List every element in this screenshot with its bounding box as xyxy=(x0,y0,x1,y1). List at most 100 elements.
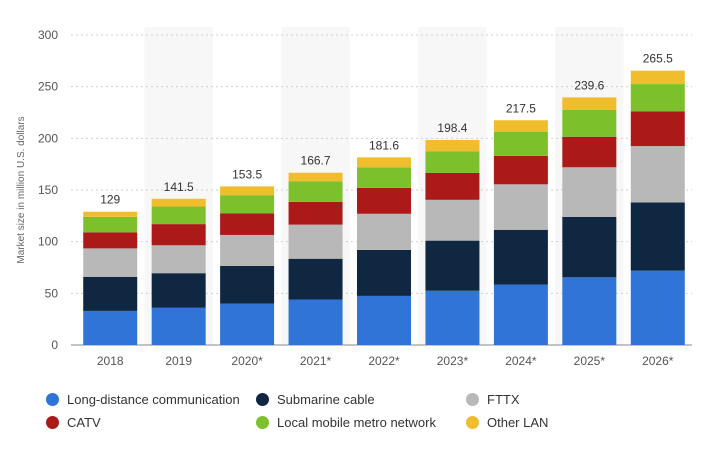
total-label: 129 xyxy=(100,193,120,207)
bar-segment xyxy=(151,224,206,246)
legend-swatch xyxy=(256,393,269,406)
bar-segment xyxy=(425,139,480,152)
bar-segment xyxy=(630,146,685,203)
y-tick-label: 300 xyxy=(38,28,58,42)
bar-segment xyxy=(357,213,411,250)
x-tick-label: 2022* xyxy=(368,354,400,368)
bar-segment xyxy=(630,202,685,271)
total-label: 153.5 xyxy=(232,167,262,181)
bar-segment xyxy=(562,97,617,110)
legend-label: Long-distance communication xyxy=(67,392,240,407)
y-tick-label: 200 xyxy=(38,131,58,145)
bar-segment xyxy=(562,109,617,137)
legend-label: Other LAN xyxy=(487,415,549,430)
bar-segment xyxy=(151,273,206,308)
x-tick-label: 2019 xyxy=(165,354,192,368)
legend-item[interactable]: CATV xyxy=(46,415,101,430)
bar-segment xyxy=(630,70,685,85)
x-tick-label: 2024* xyxy=(505,354,537,368)
x-tick-label: 2025* xyxy=(574,354,606,368)
bar-segment xyxy=(493,120,548,132)
bar-segment xyxy=(562,167,617,217)
total-label: 265.5 xyxy=(643,52,673,66)
legend-item[interactable]: Long-distance communication xyxy=(46,392,240,407)
bar-segment xyxy=(357,167,411,188)
legend-item[interactable]: Other LAN xyxy=(466,415,548,430)
bar-segment xyxy=(83,216,138,233)
total-label: 198.4 xyxy=(437,121,467,135)
bar-segment xyxy=(151,245,206,274)
stacked-bar-chart: 0 50 100 150 200 250 300 Market size in million… xyxy=(16,27,692,368)
legend-label: Submarine cable xyxy=(277,392,375,407)
bar-segment xyxy=(562,216,617,278)
bar-segment xyxy=(493,284,548,345)
bar-segment xyxy=(493,155,548,185)
bar-segment xyxy=(493,229,548,285)
legend-swatch xyxy=(46,393,59,406)
legend-swatch xyxy=(256,416,269,429)
bar-segment xyxy=(425,290,480,345)
legend-label: Local mobile metro network xyxy=(277,415,436,430)
legend-item[interactable]: Local mobile metro network xyxy=(256,415,436,430)
x-tick-label: 2026* xyxy=(642,354,674,368)
bar-segment xyxy=(83,276,138,311)
bar-segment xyxy=(288,258,343,300)
total-label: 166.7 xyxy=(301,154,331,168)
y-tick-label: 150 xyxy=(38,183,58,197)
bar-segment xyxy=(288,299,343,345)
legend-swatch xyxy=(46,416,59,429)
legend-swatch xyxy=(466,393,479,406)
x-tick-label: 2023* xyxy=(437,354,469,368)
legend-label: FTTX xyxy=(487,392,520,407)
bar-segment xyxy=(493,131,548,156)
bar-segment xyxy=(220,303,275,345)
bar-segment xyxy=(151,206,206,225)
bar-segment xyxy=(357,187,411,214)
bar-segment xyxy=(357,249,411,296)
total-label: 239.6 xyxy=(574,78,604,92)
legend-swatch xyxy=(466,416,479,429)
y-tick-label: 0 xyxy=(51,338,58,352)
bar-segment xyxy=(425,199,480,241)
x-tick-label: 2020* xyxy=(231,354,263,368)
y-tick-label: 50 xyxy=(45,286,59,300)
bar-segment xyxy=(493,184,548,230)
bar-segment xyxy=(630,84,685,112)
bar-segment xyxy=(288,201,343,225)
bar-segment xyxy=(288,224,343,259)
total-label: 217.5 xyxy=(506,101,536,115)
bar-segment xyxy=(562,277,617,345)
bar-segment xyxy=(83,232,138,249)
x-tick-label: 2021* xyxy=(300,354,332,368)
y-tick-label: 100 xyxy=(38,235,58,249)
bar-segment xyxy=(83,310,138,345)
bar-segment xyxy=(220,213,275,235)
bar-segment xyxy=(83,248,138,277)
bar-segment xyxy=(357,295,411,345)
bar-segment xyxy=(151,307,206,345)
bar-segment xyxy=(425,172,480,200)
bar-segment xyxy=(288,172,343,182)
total-label: 181.6 xyxy=(369,138,399,152)
y-axis-label: Market size in million U.S. dollars xyxy=(16,116,27,263)
legend-label: CATV xyxy=(67,415,101,430)
bar-segment xyxy=(220,186,275,196)
legend-item[interactable]: FTTX xyxy=(466,392,520,407)
legend-item[interactable]: Submarine cable xyxy=(256,392,375,407)
bar-segment xyxy=(425,240,480,291)
bar-segment xyxy=(220,234,275,266)
bar-segment xyxy=(220,195,275,214)
bar-segment xyxy=(630,270,685,345)
x-tick-label: 2018 xyxy=(97,354,124,368)
bar-segment xyxy=(562,136,617,168)
total-label: 141.5 xyxy=(164,180,194,194)
bar-segment xyxy=(425,151,480,173)
bar-segment xyxy=(357,157,411,168)
bar-segment xyxy=(151,198,206,207)
bar-segment xyxy=(288,181,343,202)
bar-segment xyxy=(83,211,138,217)
bar-segment xyxy=(220,265,275,304)
y-tick-label: 250 xyxy=(38,80,58,94)
bar-segment xyxy=(630,111,685,147)
